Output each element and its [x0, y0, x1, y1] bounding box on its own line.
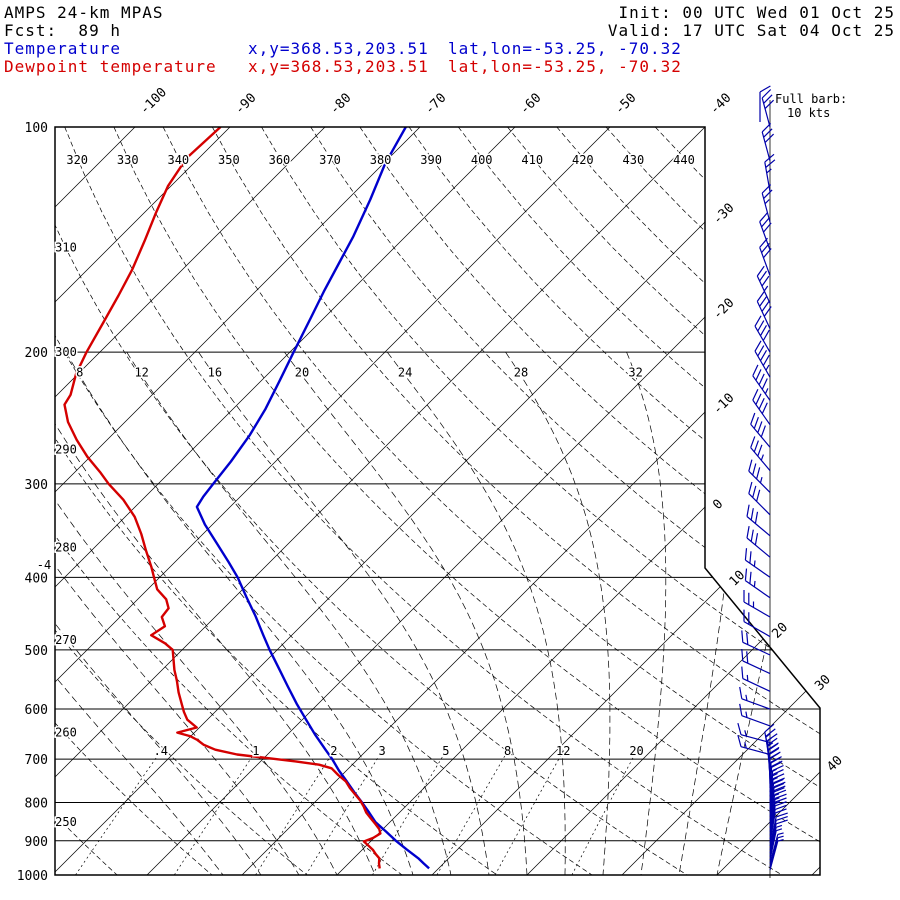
forecast-hour: Fcst: 89 h	[4, 21, 121, 40]
svg-text:-4: -4	[37, 558, 51, 572]
svg-text:300: 300	[25, 478, 48, 493]
dewpoint-curve	[63, 127, 382, 869]
svg-text:-90: -90	[232, 91, 259, 118]
isotherm-lines	[55, 127, 820, 875]
svg-text:310: 310	[55, 241, 77, 255]
model-title: AMPS 24-km MPAS	[4, 3, 164, 22]
svg-text:330: 330	[117, 153, 139, 167]
svg-text:.4: .4	[154, 744, 168, 758]
svg-text:800: 800	[25, 797, 48, 812]
svg-text:380: 380	[370, 153, 392, 167]
svg-text:440: 440	[673, 153, 695, 167]
svg-text:100: 100	[25, 121, 48, 136]
svg-text:-100: -100	[137, 85, 170, 118]
svg-text:600: 600	[25, 703, 48, 718]
svg-text:-50: -50	[612, 91, 639, 118]
svg-text:3: 3	[378, 744, 385, 758]
dry-adiabat-lines	[55, 127, 820, 875]
svg-text:10 kts: 10 kts	[787, 106, 830, 120]
svg-text:-20: -20	[710, 296, 737, 323]
svg-text:1000: 1000	[17, 869, 48, 884]
svg-text:-60: -60	[517, 91, 544, 118]
moist-adiabat-lines	[55, 351, 820, 875]
svg-text:30: 30	[812, 672, 834, 694]
temperature-curve	[195, 127, 430, 870]
temperature-legend-label: Temperature	[4, 39, 121, 58]
dewpoint-legend-label: Dewpoint temperature	[4, 57, 217, 76]
svg-text:12: 12	[556, 744, 570, 758]
svg-text:-80: -80	[327, 91, 354, 118]
svg-text:8: 8	[76, 366, 83, 380]
svg-text:400: 400	[471, 153, 493, 167]
svg-text:410: 410	[521, 153, 543, 167]
svg-text:900: 900	[25, 835, 48, 850]
svg-text:280: 280	[55, 541, 77, 555]
svg-text:260: 260	[55, 726, 77, 740]
svg-text:20: 20	[629, 744, 643, 758]
svg-text:430: 430	[623, 153, 645, 167]
svg-text:270: 270	[55, 633, 77, 647]
plot-boundary	[54, 126, 821, 876]
svg-text:1: 1	[252, 744, 259, 758]
svg-text:-40: -40	[707, 91, 734, 118]
valid-time: Valid: 17 UTC Sat 04 Oct 25	[607, 21, 895, 40]
svg-text:300: 300	[55, 345, 77, 359]
temperature-latlon: lat,lon=-53.25, -70.32	[448, 39, 682, 58]
svg-text:28: 28	[514, 366, 528, 380]
svg-text:250: 250	[55, 815, 77, 829]
svg-text:5: 5	[442, 744, 449, 758]
svg-text:320: 320	[66, 153, 88, 167]
svg-text:290: 290	[55, 443, 77, 457]
isobar-lines	[55, 127, 820, 875]
svg-text:360: 360	[269, 153, 291, 167]
plot-area	[55, 127, 820, 875]
svg-text:400: 400	[25, 571, 48, 586]
svg-text:700: 700	[25, 753, 48, 768]
dewpoint-xy: x,y=368.53,203.51	[248, 57, 429, 76]
svg-text:2: 2	[330, 744, 337, 758]
svg-text:-70: -70	[422, 91, 449, 118]
svg-text:32: 32	[628, 366, 642, 380]
svg-text:8: 8	[504, 744, 511, 758]
svg-text:0: 0	[710, 497, 726, 513]
svg-text:Full barb:: Full barb:	[775, 92, 847, 106]
svg-text:420: 420	[572, 153, 594, 167]
mixing-ratio-lines	[75, 747, 639, 875]
svg-text:390: 390	[420, 153, 442, 167]
svg-text:20: 20	[769, 620, 791, 642]
svg-text:500: 500	[25, 644, 48, 659]
wind-barb-column	[737, 85, 788, 878]
svg-text:370: 370	[319, 153, 341, 167]
svg-text:200: 200	[25, 346, 48, 361]
svg-text:340: 340	[167, 153, 189, 167]
svg-text:24: 24	[398, 366, 412, 380]
wind-barb-legend: Full barb:10 kts	[775, 92, 847, 120]
svg-text:12: 12	[134, 366, 148, 380]
init-time: Init: 00 UTC Wed 01 Oct 25	[618, 3, 895, 22]
svg-text:16: 16	[208, 366, 222, 380]
svg-text:20: 20	[295, 366, 309, 380]
svg-text:40: 40	[824, 753, 846, 775]
svg-text:-30: -30	[710, 201, 737, 228]
dewpoint-latlon: lat,lon=-53.25, -70.32	[448, 57, 682, 76]
svg-text:-10: -10	[710, 391, 737, 418]
svg-text:350: 350	[218, 153, 240, 167]
temperature-xy: x,y=368.53,203.51	[248, 39, 429, 58]
